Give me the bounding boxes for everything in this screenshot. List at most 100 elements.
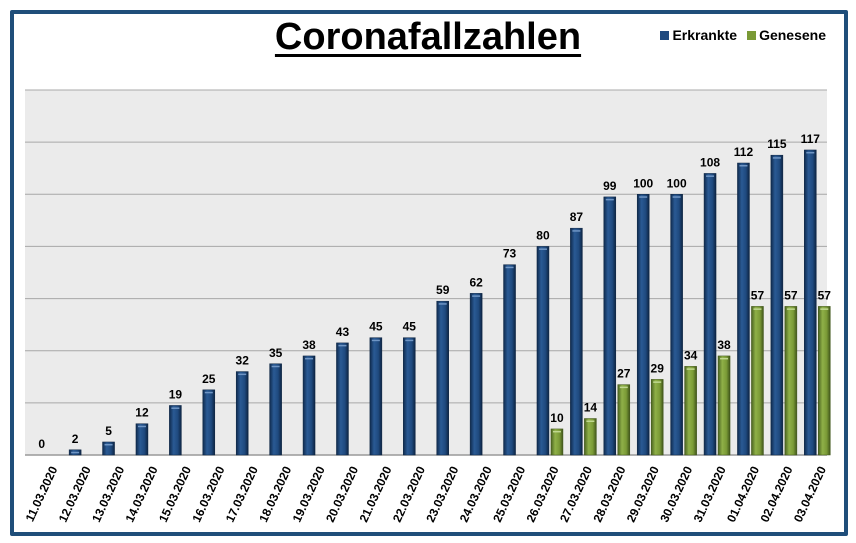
bar-genesene-02.04.2020: [784, 306, 798, 456]
data-label-erkrankte: 45: [403, 320, 417, 334]
bar-highlight: [820, 308, 829, 310]
data-label-erkrankte: 12: [135, 406, 149, 420]
data-label-erkrankte: 108: [700, 155, 720, 169]
x-tick-label: 23.03.2020: [423, 464, 461, 525]
data-label-genesene: 29: [651, 361, 665, 375]
data-label-erkrankte: 87: [570, 210, 584, 224]
bar-highlight: [472, 295, 481, 297]
x-tick-label: 17.03.2020: [223, 464, 261, 525]
bar-highlight: [772, 157, 781, 159]
legend-swatch-erkrankte: [660, 30, 670, 40]
legend-label-erkrankte: Erkrankte: [672, 27, 738, 43]
bar-highlight: [137, 425, 146, 428]
data-label-erkrankte: 117: [801, 132, 821, 146]
bar-highlight: [305, 357, 314, 360]
bar-erkrankte-15.03.2020: [169, 405, 182, 456]
data-label-erkrankte: 59: [436, 283, 450, 297]
data-label-erkrankte: 73: [503, 247, 517, 261]
bar-highlight: [806, 151, 815, 154]
bar-genesene-03.04.2020: [818, 306, 831, 456]
bar-highlight: [720, 357, 729, 360]
x-tick-label: 14.03.2020: [123, 464, 161, 525]
bar-highlight: [706, 175, 715, 177]
bar-erkrankte-26.03.2020: [536, 246, 550, 456]
bar-highlight: [672, 196, 681, 198]
legend-swatch-genesene: [747, 30, 757, 40]
bar-genesene-26.03.2020: [550, 428, 564, 456]
bar-erkrankte-17.03.2020: [235, 371, 249, 456]
bar-highlight: [586, 420, 595, 422]
bar-erkrankte-27.03.2020: [570, 227, 583, 456]
data-label-erkrankte: 115: [767, 137, 787, 151]
x-tick-label: 03.04.2020: [791, 464, 829, 525]
x-tick-label: 19.03.2020: [290, 464, 328, 525]
bar-highlight: [686, 368, 695, 370]
bar-erkrankte-29.03.2020: [636, 194, 650, 456]
bar-erkrankte-30.03.2020: [670, 194, 683, 456]
bar-highlight: [204, 391, 213, 394]
legend: Erkrankte Genesene: [660, 27, 826, 43]
x-tick-label: 25.03.2020: [490, 464, 528, 525]
x-tick-label: 30.03.2020: [657, 464, 695, 525]
x-tick-label: 16.03.2020: [189, 464, 227, 525]
bar-highlight: [505, 266, 514, 269]
bar-erkrankte-28.03.2020: [603, 196, 617, 456]
data-label-genesene: 14: [584, 401, 598, 415]
data-label-genesene: 34: [684, 348, 698, 362]
bar-erkrankte-31.03.2020: [703, 173, 717, 456]
bar-highlight: [405, 339, 414, 342]
data-label-genesene: 57: [784, 288, 798, 302]
bar-erkrankte-23.03.2020: [436, 300, 449, 456]
bar-highlight: [371, 339, 380, 342]
bar-erkrankte-03.04.2020: [804, 149, 817, 456]
data-label-erkrankte: 100: [667, 176, 687, 190]
bar-highlight: [538, 248, 547, 250]
bar-highlight: [572, 230, 581, 232]
x-tick-label: 27.03.2020: [557, 464, 595, 525]
x-tick-label: 02.04.2020: [757, 464, 795, 525]
legend-item-erkrankte: Erkrankte: [660, 27, 737, 43]
bar-genesene-28.03.2020: [617, 384, 631, 456]
data-label-erkrankte: 5: [105, 424, 112, 438]
x-tick-label: 15.03.2020: [156, 464, 194, 525]
bar-highlight: [639, 196, 648, 198]
data-label-genesene: 57: [751, 288, 765, 302]
bar-genesene-30.03.2020: [684, 366, 697, 456]
x-tick-label: 20.03.2020: [323, 464, 361, 525]
bar-genesene-31.03.2020: [717, 355, 731, 456]
x-tick-label: 11.03.2020: [23, 464, 61, 524]
bar-highlight: [271, 365, 280, 368]
data-label-erkrankte: 0: [38, 437, 45, 451]
bar-highlight: [619, 386, 628, 389]
bar-erkrankte-20.03.2020: [336, 342, 349, 456]
bar-genesene-29.03.2020: [650, 379, 664, 456]
bar-erkrankte-21.03.2020: [369, 337, 383, 456]
bar-erkrankte-14.03.2020: [135, 423, 149, 456]
data-label-erkrankte: 25: [202, 372, 216, 386]
x-tick-label: 29.03.2020: [624, 464, 662, 525]
bar-highlight: [438, 303, 447, 305]
x-tick-label: 21.03.2020: [356, 464, 394, 525]
data-label-erkrankte: 62: [469, 275, 483, 289]
data-label-genesene: 38: [717, 338, 731, 352]
data-label-genesene: 57: [818, 288, 832, 302]
bar-highlight: [605, 198, 614, 201]
data-label-erkrankte: 45: [369, 320, 383, 334]
bar-erkrankte-02.04.2020: [770, 154, 784, 456]
data-label-erkrankte: 32: [236, 354, 250, 368]
bar-erkrankte-25.03.2020: [503, 264, 516, 456]
bar-erkrankte-18.03.2020: [269, 363, 282, 456]
chart-title-text: Coronafallzahlen: [274, 16, 582, 58]
x-tick-label: 18.03.2020: [256, 464, 294, 525]
x-tick-label: 01.04.2020: [724, 464, 762, 525]
bar-genesene-27.03.2020: [584, 418, 597, 456]
data-label-erkrankte: 99: [603, 179, 617, 193]
data-label-erkrankte: 2: [72, 432, 79, 446]
data-label-erkrankte: 100: [633, 176, 653, 190]
x-tick-label: 26.03.2020: [524, 464, 562, 525]
x-tick-label: 28.03.2020: [590, 464, 628, 525]
bar-erkrankte-22.03.2020: [403, 337, 416, 456]
bar-erkrankte-19.03.2020: [302, 355, 316, 456]
bar-highlight: [753, 308, 762, 310]
